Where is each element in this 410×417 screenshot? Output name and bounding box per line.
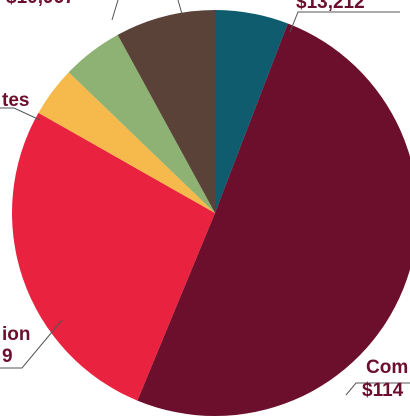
pie-slice-1: [137, 23, 410, 416]
pie-slice-4: [68, 34, 216, 213]
label-left-upper: tes: [2, 90, 29, 111]
leader-line-bottom-right: [345, 382, 410, 396]
label-left-lower-name: ion: [2, 324, 31, 345]
label-top-right-value: $13,212: [296, 0, 365, 13]
label-bottom-right-name: Com: [366, 357, 408, 378]
leader-line-top: [177, 0, 183, 15]
pie-slice-5: [117, 10, 215, 213]
leader-line-left-upper: [0, 107, 41, 121]
pie-slice-3: [38, 72, 215, 213]
pie-slices: [11, 10, 410, 416]
leader-line-left-lower: [0, 319, 63, 369]
label-top-left-value: $10,967: [6, 0, 75, 8]
leader-line-top-left: [111, 0, 119, 21]
leader-line-top-right: [289, 11, 400, 33]
label-left-lower-value: 9: [2, 346, 13, 367]
pie-slice-0: [215, 10, 288, 213]
label-bottom-right-value: $114: [362, 380, 404, 401]
pie-slice-2: [11, 112, 216, 401]
